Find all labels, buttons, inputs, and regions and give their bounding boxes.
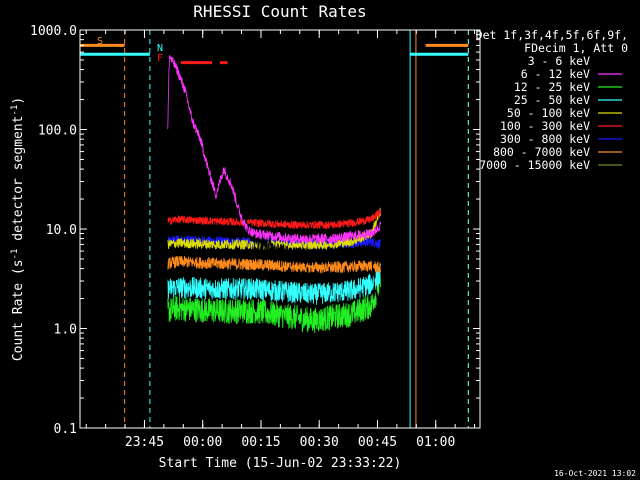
y-tick-label: 0.1	[54, 422, 77, 437]
x-tick-label: 23:45	[125, 435, 164, 450]
y-tick-label: 10.0	[46, 223, 77, 238]
y-tick-label: 1.0	[54, 323, 77, 338]
series-800-to-7000keV	[167, 255, 381, 274]
legend-label: 12 - 25 keV	[514, 80, 590, 94]
x-axis-ticks: 23:45 00:00 00:15 00:30 00:45 01:00	[85, 30, 476, 450]
series-100-to-300keV	[167, 209, 381, 230]
y-tick-label: 100.0	[38, 124, 77, 139]
legend-label: 50 - 100 keV	[507, 106, 590, 120]
chart-title: RHESSI Count Rates	[193, 2, 366, 21]
x-tick-label: 01:00	[416, 435, 455, 450]
flag-label-f: F	[157, 53, 163, 64]
vertical-markers	[80, 30, 469, 428]
series-25-to-50keV	[167, 263, 381, 305]
y-tick-label: 1000.0	[30, 24, 77, 39]
flag-label-s: S	[97, 36, 103, 47]
x-tick-label: 00:00	[183, 435, 222, 450]
series-lines	[167, 53, 381, 334]
y-axis-label: Count Rate (s-1 detector segment-1)	[10, 97, 26, 361]
flag-label-n: N	[157, 43, 163, 54]
legend-label: 7000 - 15000 keV	[479, 158, 590, 172]
legend-label: 3 - 6 keV	[528, 54, 590, 68]
legend-label: 6 - 12 keV	[521, 67, 590, 81]
series-12-to-25keV	[167, 270, 381, 334]
legend: Det 1f,3f,4f,5f,6f,9f, FDecim 1, Att 0 3…	[476, 28, 628, 172]
legend-header-line1: Det 1f,3f,4f,5f,6f,9f,	[476, 28, 628, 42]
legend-label: 25 - 50 keV	[514, 93, 590, 107]
x-tick-label: 00:30	[300, 435, 339, 450]
legend-header-line2: FDecim 1, Att 0	[524, 41, 628, 55]
overlay-bars	[80, 43, 469, 65]
legend-label: 300 - 800 keV	[500, 132, 590, 146]
legend-label: 100 - 300 keV	[500, 119, 590, 133]
x-tick-label: 00:15	[241, 435, 280, 450]
x-axis-label: Start Time (15-Jun-02 23:33:22)	[159, 456, 402, 471]
series-6-to-12keV	[167, 55, 381, 244]
legend-label: 800 - 7000 keV	[493, 145, 590, 159]
y-axis-ticks: 1000.0 100.0 10.0 1.0 0.1	[30, 24, 480, 437]
generation-timestamp: 16-Oct-2021 13:02	[554, 469, 636, 478]
series-3-to-6keV	[167, 53, 381, 315]
x-tick-label: 00:45	[358, 435, 397, 450]
